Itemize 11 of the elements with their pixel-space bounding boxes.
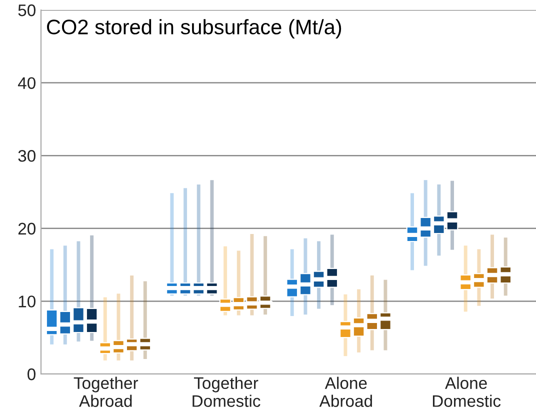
x-tick-label: Alone Abroad <box>319 376 372 407</box>
x-tick-label: Together Domestic <box>192 376 260 407</box>
y-tick-label: 50 <box>18 4 36 16</box>
x-tick-label: Alone Domestic <box>432 376 501 407</box>
chart-title: CO2 stored in subsurface (Mt/a) <box>47 19 342 39</box>
y-tick-label: 40 <box>18 77 36 90</box>
x-tick-label: Together Abroad <box>74 376 138 407</box>
y-tick-label: 20 <box>18 222 36 235</box>
y-tick-label: 10 <box>18 296 36 308</box>
y-tick-label: 30 <box>18 150 36 162</box>
y-tick-label: 0 <box>28 368 36 380</box>
